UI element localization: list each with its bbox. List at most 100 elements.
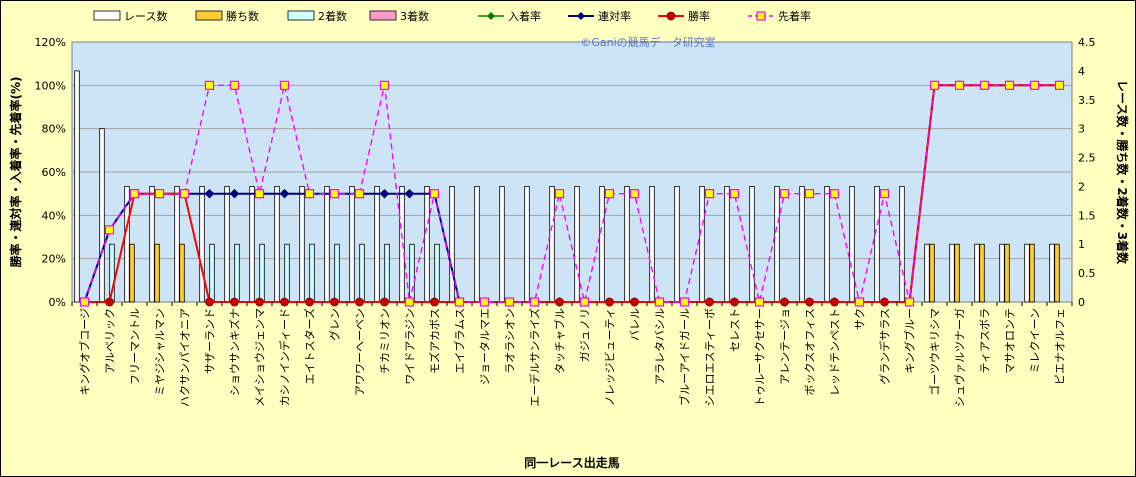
y-left-tick-label: 40% [42, 209, 66, 222]
y-axis-left-title: 勝率・連対率・入着率・先着率(%) [8, 77, 23, 268]
data-point [230, 297, 239, 307]
y-left-tick-label: 120% [35, 36, 66, 49]
bar [924, 243, 930, 303]
category-label: サク [854, 308, 867, 330]
bar [874, 186, 880, 303]
data-point [729, 189, 740, 199]
data-point [805, 297, 814, 307]
bar [324, 186, 330, 303]
category-label: セレスト [729, 308, 742, 352]
data-point [1029, 80, 1040, 90]
bar [154, 243, 160, 303]
category-label: モズアカボス [428, 308, 442, 374]
category-label: エイブラムス [453, 308, 467, 374]
data-point [304, 189, 315, 199]
bar [199, 186, 205, 303]
legend-label: 入着率 [508, 9, 541, 23]
data-point [254, 189, 265, 199]
data-point [430, 297, 439, 307]
y-right-tick-label: 4.5 [1078, 36, 1096, 49]
bar [979, 243, 985, 303]
category-label: ハクサンパイオニア [179, 308, 192, 407]
legend-label: 連対率 [598, 9, 631, 23]
bar [524, 186, 530, 303]
bar [499, 186, 505, 303]
category-labels: キングオブコージ アルベリック フリーマントル ミヤジシャルマン ハクサンパイオニア サザ… [78, 308, 1067, 407]
data-point [305, 297, 314, 307]
category-label: ガジュノリ [579, 308, 592, 362]
bar [929, 243, 935, 303]
category-label: ラオラシオン [504, 308, 517, 374]
bar [274, 186, 280, 303]
legend-marker [577, 12, 585, 20]
bar [649, 186, 655, 303]
data-point [605, 297, 614, 307]
y-left-tick-label: 100% [35, 79, 66, 92]
bar [249, 186, 255, 303]
data-point [404, 297, 415, 307]
bar [99, 128, 105, 303]
data-point [954, 80, 965, 90]
axes: 0% 20% 40% 60% 80% 100% 120% 0 0.5 1 1.5 2 2.5 3 3.5 4 4… [35, 36, 1096, 309]
bar [1049, 243, 1055, 303]
category-label: チカミリオン [379, 308, 392, 374]
data-point [804, 189, 815, 199]
data-point [280, 297, 289, 307]
bar [574, 186, 580, 303]
category-label: シエロエスティーボ [704, 308, 717, 406]
legend: レース数 勝ち数 2着数 3着数 入着率 連対率 勝率 先着率 [93, 9, 811, 23]
category-label: ジョータルマエ [479, 308, 492, 385]
category-label: ノレッジビューティ [604, 308, 617, 406]
bar [209, 243, 215, 303]
y-right-tick-label: 4 [1078, 65, 1085, 78]
data-point [979, 80, 990, 90]
data-point [179, 189, 190, 199]
bar [129, 243, 135, 303]
bar [374, 186, 380, 303]
data-point [279, 188, 290, 199]
data-point [554, 189, 565, 199]
bar [674, 186, 680, 303]
data-point [354, 189, 365, 199]
y-right-tick-label: 1.5 [1078, 209, 1096, 222]
bar [849, 186, 855, 303]
bar [334, 243, 340, 303]
bar [549, 186, 555, 303]
bar [899, 186, 905, 303]
series-line [83, 84, 1060, 303]
y-right-tick-label: 0.5 [1078, 267, 1096, 280]
category-label: アラレタバシル [654, 308, 667, 385]
category-label: ピエナオルフェ [1054, 308, 1067, 385]
data-point [504, 297, 515, 307]
bar [449, 186, 455, 303]
bar [224, 186, 230, 303]
data-point [279, 80, 290, 90]
data-point [255, 297, 264, 307]
bar [234, 243, 240, 303]
legend-swatch [93, 10, 121, 21]
category-label: サザーランド [204, 308, 217, 374]
data-point [555, 297, 564, 307]
legend-label: 2着数 [318, 9, 347, 23]
bar [284, 243, 290, 303]
data-point [380, 297, 389, 307]
data-point [604, 189, 615, 199]
data-point [429, 189, 440, 199]
bar [799, 186, 805, 303]
y-right-tick-label: 2 [1078, 180, 1085, 193]
data-point [479, 297, 490, 307]
category-label: トゥルーサクセサー [754, 308, 767, 407]
bar [624, 186, 630, 303]
y-right-tick-label: 3.5 [1078, 94, 1096, 107]
bar [74, 70, 80, 303]
category-label: ボックスオフィス [804, 308, 817, 395]
data-point [105, 297, 114, 307]
category-label: ゴーツウキリシマ [928, 308, 942, 396]
data-point [1004, 80, 1015, 90]
category-label: グランデサラス [878, 308, 892, 385]
bar [999, 243, 1005, 303]
data-point [880, 297, 889, 307]
data-point [379, 188, 390, 199]
category-label: フリーマントル [129, 308, 142, 385]
